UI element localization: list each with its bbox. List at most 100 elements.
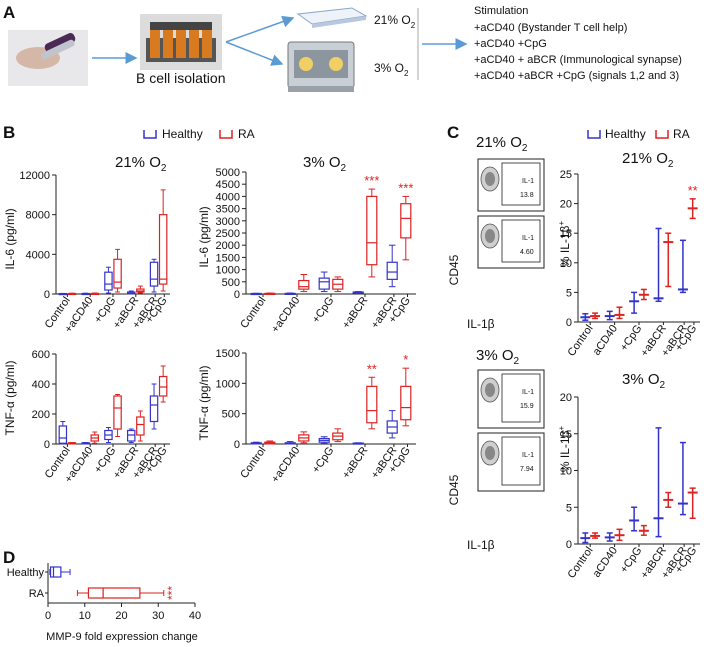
flow-xlabel-21: IL-1β [467, 317, 495, 331]
ra-box [114, 396, 121, 429]
ra-box [299, 281, 309, 290]
flow-ylabel-3: CD45 [447, 474, 461, 505]
panel-c-title-21: 21% O2 [622, 150, 674, 170]
y-tick-label: 0 [234, 439, 240, 451]
stimulation-item: +aCD40 +CpG [474, 38, 547, 50]
tnf-ylabel-3: TNF-α (pg/ml) [197, 366, 211, 441]
panel-b-legend: Healthy RA [144, 127, 255, 141]
y-tick-label: 2500 [216, 228, 240, 240]
flow-population-core [485, 446, 495, 460]
x-axis-label: MMP-9 fold expression change [46, 631, 198, 643]
x-tick-label: 20 [115, 610, 127, 622]
hypoxia-chamber-image [288, 42, 354, 92]
x-tick-label: +aCD40 [269, 445, 302, 485]
ra-box [160, 377, 167, 397]
y-tick-label: 1500 [216, 348, 240, 360]
x-tick-label: +aCD40 [269, 295, 302, 335]
stimulation-item: +aCD40 +aBCR +CpG (signals 1,2 and 3) [474, 70, 679, 82]
significance-marker: * [403, 352, 408, 367]
y-tick-label: 1000 [216, 265, 240, 277]
ra-box [367, 386, 377, 422]
figure: A B cell isolation 21% O2 3% O2 Stimulat… [0, 0, 711, 647]
tnf-ylabel-21: TNF-α (pg/ml) [3, 361, 17, 436]
healthy-box [105, 272, 112, 290]
healthy-box [59, 426, 66, 443]
y-tick-label: 5000 [216, 167, 240, 179]
x-tick-label: Control [238, 445, 268, 481]
x-tick-label: +aBCR [340, 445, 370, 481]
flow-ylabel-21: CD45 [447, 254, 461, 285]
healthy-box [150, 396, 157, 422]
flow-gate-label: IL-1 [522, 178, 534, 185]
legend-ra-swatch [656, 130, 668, 138]
y-tick-label: 4500 [216, 179, 240, 191]
flow-title-3: 3% O2 [476, 347, 520, 367]
blood-tube-image [8, 30, 88, 86]
y-tick-label: 3500 [216, 204, 240, 216]
significance-marker: *** [165, 586, 179, 600]
category-label: RA [29, 588, 45, 600]
y-tick-label: 0 [234, 289, 240, 301]
chart-il1b-21: 0510152025ControlaCD40+CpG+aBCR+aBCR+CpG… [560, 169, 700, 359]
y-tick-label: 500 [222, 277, 240, 289]
flow-gate-label: IL-1 [522, 389, 534, 396]
legend-healthy-swatch [588, 130, 600, 138]
y-tick-label: 600 [32, 349, 50, 361]
y-tick-label: 2000 [216, 240, 240, 252]
panel-c-title-3: 3% O2 [622, 371, 666, 391]
significance-marker: ** [367, 361, 377, 376]
y-tick-label: 4000 [216, 191, 240, 203]
y-tick-label: 5 [566, 502, 572, 514]
ra-box [88, 588, 139, 598]
x-tick-label: 0 [45, 610, 51, 622]
x-tick-label: +CpG [310, 445, 336, 476]
flow-gate-label: IL-1 [522, 452, 534, 459]
y-tick-label: 25 [560, 169, 572, 181]
ra-box [137, 417, 144, 435]
legend-ra-label: RA [238, 127, 255, 141]
panel-c-letter: C [447, 123, 459, 142]
il6-ylabel-3: IL-6 (pg/ml) [197, 206, 211, 267]
ra-box [114, 259, 121, 288]
y-tick-label: 0 [566, 539, 572, 551]
y-tick-label: 12000 [19, 170, 50, 182]
panel-d-letter: D [3, 548, 15, 567]
flow-xlabel-3: IL-1β [467, 538, 495, 552]
y-tick-label: 8000 [26, 210, 50, 222]
legend-ra-swatch [220, 130, 232, 138]
x-tick-label: aCD40 [591, 323, 620, 358]
y-tick-label: 0 [44, 289, 50, 301]
x-tick-label: aCD40 [591, 545, 620, 580]
flow-population-core [485, 229, 495, 243]
flow-gate-value: 15.9 [520, 403, 534, 410]
il1b-ylabel-3: % IL-1β+ [557, 426, 572, 473]
chart-il6-21: 04000800012000Control+aCD40+CpG+aBCR+aBC… [19, 170, 170, 335]
o2-3-label: 3% O2 [374, 61, 409, 78]
x-tick-label: 10 [79, 610, 91, 622]
healthy-box [51, 567, 61, 577]
ra-box [367, 196, 377, 264]
category-label: Healthy [7, 567, 45, 579]
y-tick-label: 4000 [26, 249, 50, 261]
legend-healthy-swatch [144, 130, 156, 138]
ra-box [160, 215, 167, 284]
ra-box [401, 204, 411, 238]
healthy-box [387, 262, 397, 279]
flow-gate-value: 4.60 [520, 249, 534, 256]
significance-marker: *** [364, 173, 379, 188]
x-tick-label: 30 [152, 610, 164, 622]
flow-gate-value: 7.94 [520, 466, 534, 473]
stimulation-item: +aCD40 + aBCR (Immunological synapse) [474, 54, 682, 66]
x-tick-label: +aBCR [340, 295, 370, 331]
flow-gate-label: IL-1 [522, 235, 534, 242]
y-tick-label: 200 [32, 409, 50, 421]
y-tick-label: 1000 [216, 378, 240, 390]
panel-a-letter: A [3, 3, 15, 22]
x-tick-label: 40 [189, 610, 201, 622]
il6-ylabel-21: IL-6 (pg/ml) [3, 208, 17, 269]
legend-healthy-label: Healthy [605, 127, 646, 141]
y-tick-label: 3000 [216, 216, 240, 228]
y-tick-label: 1500 [216, 252, 240, 264]
